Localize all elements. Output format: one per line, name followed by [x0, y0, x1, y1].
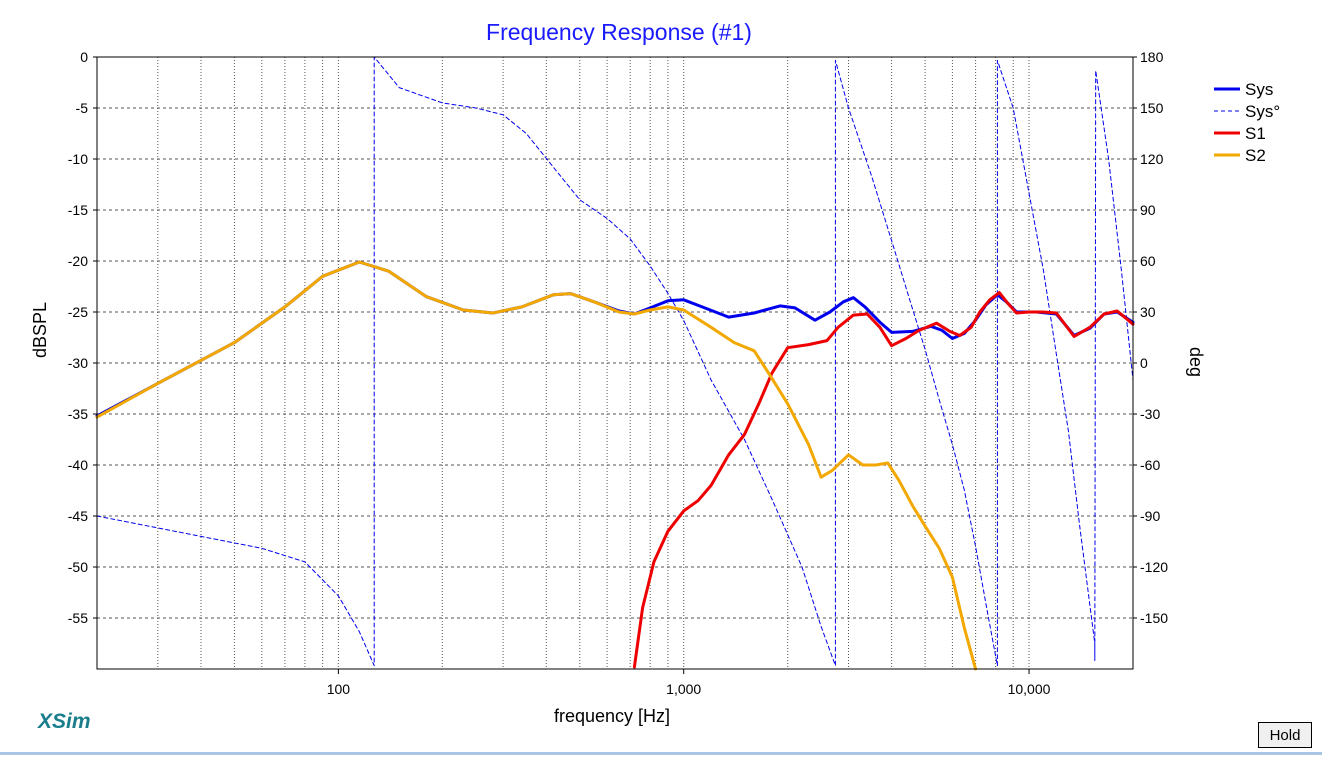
y2-tick-label: 0: [1140, 355, 1148, 371]
legend-label: S2: [1245, 146, 1266, 165]
legend: Sys Sys° S1 S2: [1214, 80, 1280, 165]
y-tick-label: -20: [68, 253, 88, 269]
y2-axis-label: deg: [1186, 347, 1206, 377]
y-tick-label: -15: [68, 202, 88, 218]
grid-lines: [97, 57, 1133, 669]
chart-title: Frequency Response (#1): [486, 19, 752, 45]
y-tick-label: -55: [68, 610, 88, 626]
y2-tick-label: 90: [1140, 202, 1156, 218]
x-axis-label: frequency [Hz]: [554, 706, 670, 726]
y-tick-label: -10: [68, 151, 88, 167]
y2-tick-label: -60: [1140, 457, 1160, 473]
x-tick-label: 10,000: [1008, 681, 1051, 697]
series-line-s2: [95, 260, 978, 671]
y-tick-label: 0: [80, 49, 88, 65]
y2-tick-label: -30: [1140, 406, 1160, 422]
y-tick-label: -30: [68, 355, 88, 371]
series-line-sys: [95, 260, 1135, 418]
xsim-logo: XSim: [38, 710, 91, 733]
y-tick-label: -50: [68, 559, 88, 575]
y2-tick-label: 30: [1140, 304, 1156, 320]
y-tick-label: -25: [68, 304, 88, 320]
x-tick-label: 1,000: [666, 681, 701, 697]
series-line-s1: [632, 291, 1135, 669]
y-tick-label: -45: [68, 508, 88, 524]
y2-tick-label: -150: [1140, 610, 1168, 626]
series-lines: [95, 56, 1135, 671]
hold-button[interactable]: Hold: [1258, 722, 1312, 748]
y2-tick-label: 60: [1140, 253, 1156, 269]
tick-labels: 0 -5 -10 -15 -20 -25 -30 -35 -40 -45 -50 -55 180 150 1…: [68, 49, 1168, 697]
y-axis-label: dBSPL: [30, 302, 50, 358]
legend-label: Sys°: [1245, 102, 1280, 121]
y-tick-label: -35: [68, 406, 88, 422]
y2-tick-label: 120: [1140, 151, 1164, 167]
y2-tick-label: -90: [1140, 508, 1160, 524]
x-tick-label: 100: [327, 681, 351, 697]
legend-label: Sys: [1245, 80, 1273, 99]
y2-tick-label: 180: [1140, 49, 1164, 65]
y2-tick-label: -120: [1140, 559, 1168, 575]
y-tick-label: -5: [76, 100, 89, 116]
window-bottom-border: [0, 752, 1322, 755]
legend-label: S1: [1245, 124, 1266, 143]
series-line-sys-phase: [96, 56, 1134, 667]
y-tick-label: -40: [68, 457, 88, 473]
y2-tick-label: 150: [1140, 100, 1164, 116]
